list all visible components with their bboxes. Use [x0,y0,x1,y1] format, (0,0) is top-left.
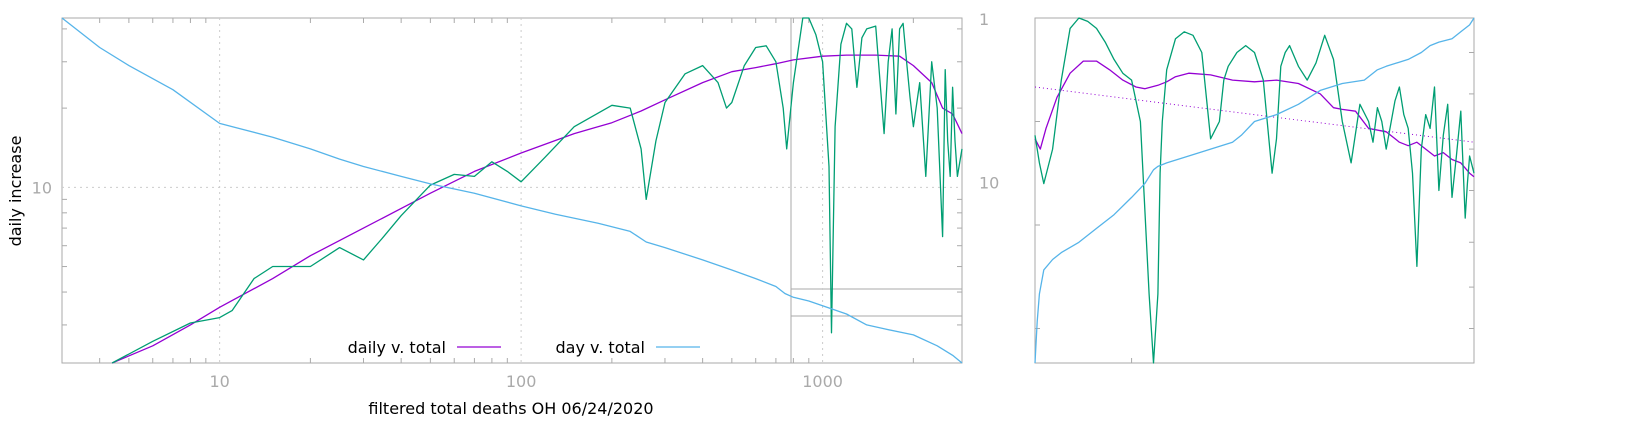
x-axis-title: filtered total deaths OH 06/24/2020 [368,399,653,418]
legend: daily v. total day v. total [348,338,700,357]
x-tick-label: 10 [209,372,229,391]
inset-series-line-0 [1034,60,1475,178]
tick-layer: 10 100 1000 10 1 10 [32,10,1000,391]
series-line-2 [61,17,963,364]
y2-tick-label: 10 [979,173,999,192]
legend-label-day: day v. total [556,338,646,357]
grid-layer [62,18,962,363]
series-line-0 [111,54,963,364]
inset-series-line-1 [1034,86,1475,143]
legend-label-daily: daily v. total [348,338,446,357]
y2-tick-label: 1 [979,10,989,29]
x-tick-label: 1000 [802,372,843,391]
inset-plot-frame [1034,17,1475,364]
inset-series-line-3 [1034,17,1475,364]
y-tick-label: 10 [32,178,52,197]
y-axis-title: daily increase [6,136,25,247]
inset-series-layer [1034,17,1475,364]
series-line-1 [111,17,963,364]
x-tick-label: 100 [506,372,537,391]
series-layer [61,17,963,364]
inset-series-line-2 [1034,17,1475,364]
main-plot-frame [61,17,963,364]
